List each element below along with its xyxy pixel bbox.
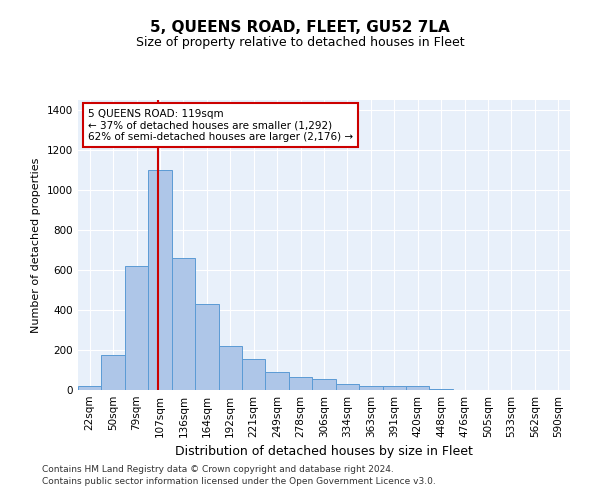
Bar [383, 386, 406, 390]
Bar [101, 355, 125, 390]
Text: Contains public sector information licensed under the Open Government Licence v3: Contains public sector information licen… [42, 477, 436, 486]
Bar [430, 389, 453, 390]
Bar [359, 386, 383, 390]
Bar [148, 170, 172, 390]
Bar [289, 377, 312, 390]
Bar [218, 346, 242, 390]
Bar [265, 372, 289, 390]
Bar [336, 384, 359, 390]
Text: Contains HM Land Registry data © Crown copyright and database right 2024.: Contains HM Land Registry data © Crown c… [42, 466, 394, 474]
X-axis label: Distribution of detached houses by size in Fleet: Distribution of detached houses by size … [175, 446, 473, 458]
Text: 5 QUEENS ROAD: 119sqm
← 37% of detached houses are smaller (1,292)
62% of semi-d: 5 QUEENS ROAD: 119sqm ← 37% of detached … [88, 108, 353, 142]
Bar [406, 386, 430, 390]
Text: Size of property relative to detached houses in Fleet: Size of property relative to detached ho… [136, 36, 464, 49]
Y-axis label: Number of detached properties: Number of detached properties [31, 158, 41, 332]
Bar [195, 304, 218, 390]
Bar [78, 386, 101, 390]
Bar [242, 359, 265, 390]
Bar [312, 379, 336, 390]
Bar [125, 266, 148, 390]
Text: 5, QUEENS ROAD, FLEET, GU52 7LA: 5, QUEENS ROAD, FLEET, GU52 7LA [150, 20, 450, 35]
Bar [172, 258, 195, 390]
